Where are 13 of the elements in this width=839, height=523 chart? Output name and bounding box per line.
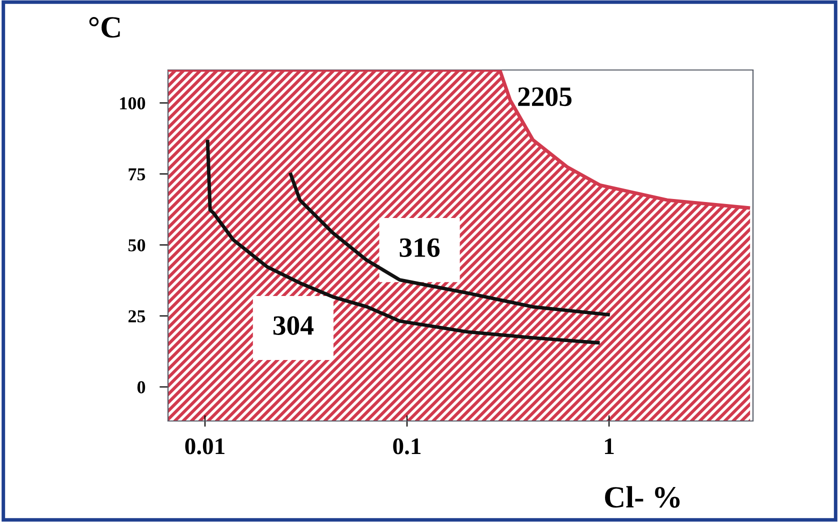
y-tick-label: 0 <box>137 381 146 394</box>
y-tick-label: 100 <box>120 97 146 110</box>
x-tick-label: 1 <box>605 438 614 454</box>
series-label: 304 <box>273 316 314 335</box>
y-tick-label: 75 <box>128 168 146 180</box>
x-axis-title: Cl- % <box>605 486 680 508</box>
y-tick-label: 25 <box>128 310 146 322</box>
y-tick-label: 50 <box>128 239 146 252</box>
series-label: 2205 <box>518 87 572 106</box>
series-label: 316 <box>400 238 440 258</box>
x-tick-label: 0.01 <box>185 438 224 454</box>
x-tick-label: 0.1 <box>393 438 421 454</box>
y-axis-title: °C <box>89 17 120 38</box>
